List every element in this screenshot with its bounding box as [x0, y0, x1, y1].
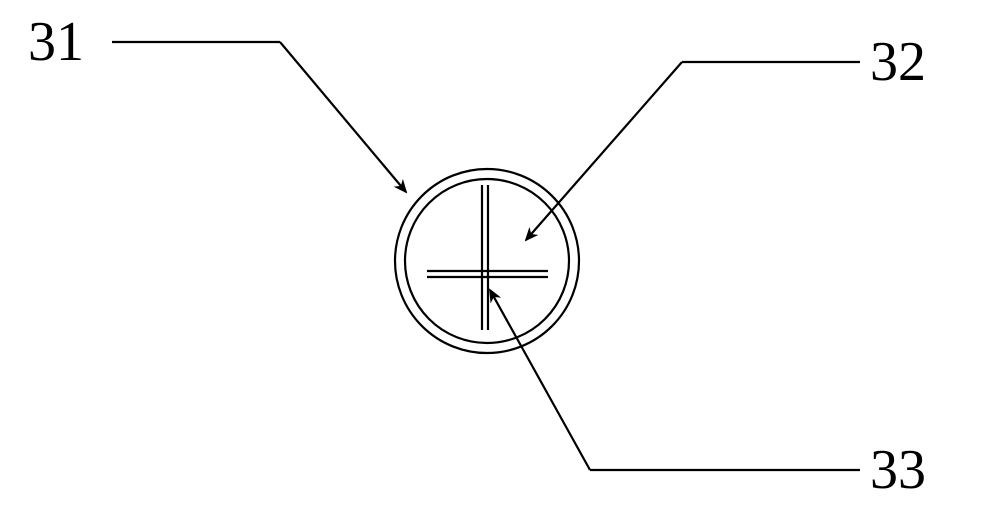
leader-31-arrow	[280, 42, 406, 192]
leader-32-arrow	[526, 62, 682, 240]
label-32: 32	[870, 31, 926, 93]
leader-33-arrow	[490, 290, 590, 470]
label-33: 33	[870, 439, 926, 501]
label-31: 31	[28, 11, 84, 73]
diagram-canvas: 31 32 33	[0, 0, 986, 517]
